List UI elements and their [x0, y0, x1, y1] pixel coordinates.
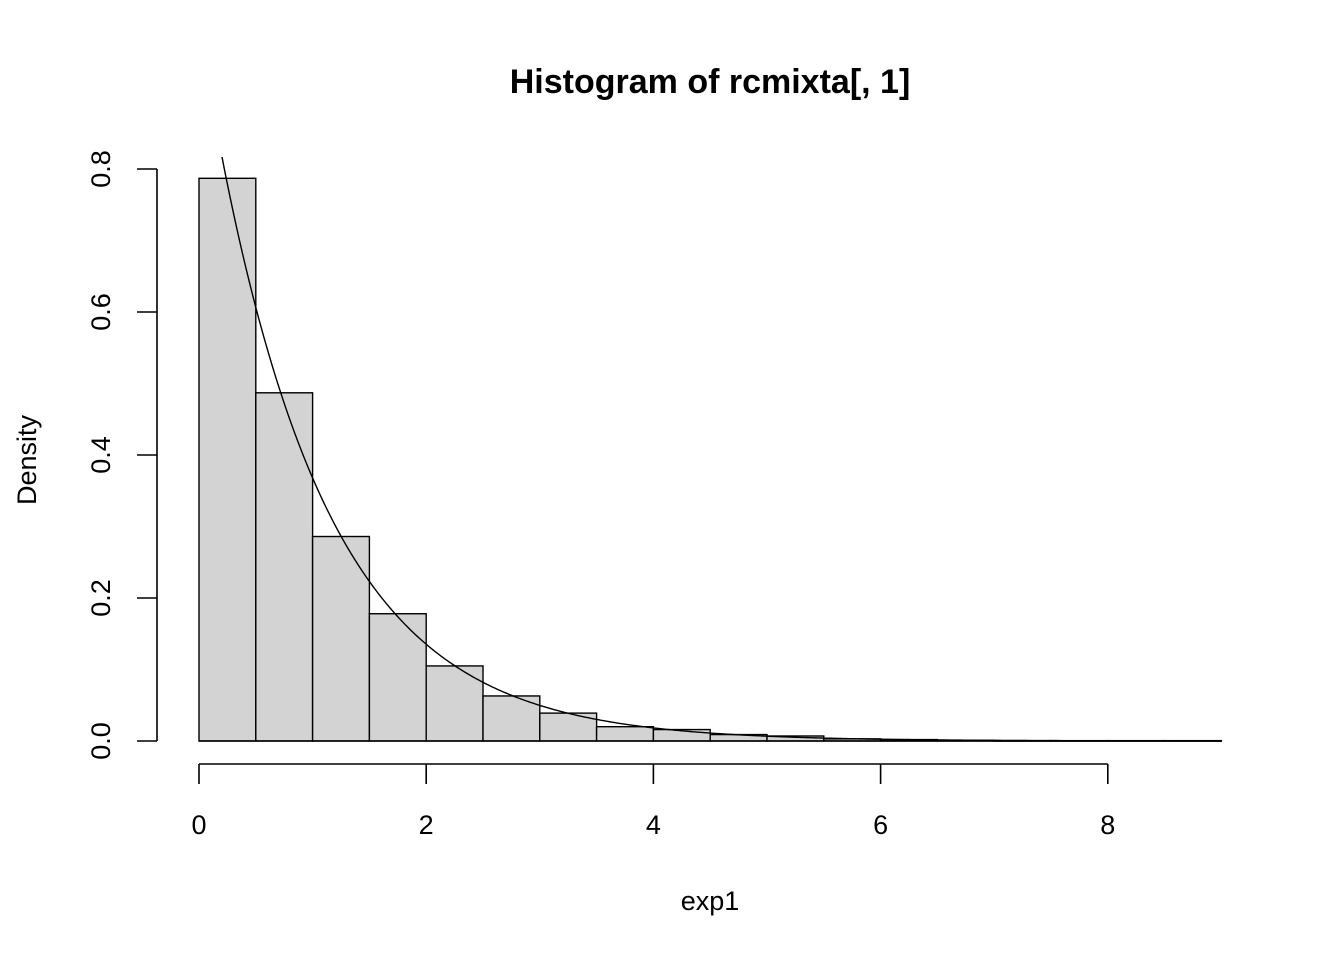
- histogram-bar: [368, 613, 427, 742]
- y-tick-label: 0.2: [86, 579, 116, 617]
- x-tick-label: 4: [646, 810, 661, 840]
- histogram-bars: [198, 177, 1223, 742]
- x-tick-label: 2: [419, 810, 434, 840]
- density-curve: [221, 157, 1222, 742]
- density-curve-group: [221, 157, 1222, 742]
- histogram-bar: [425, 665, 484, 742]
- y-tick-label: 0.6: [86, 293, 116, 331]
- x-axis-label: exp1: [681, 886, 740, 916]
- x-tick-label: 8: [1100, 810, 1115, 840]
- histogram-bar: [255, 392, 314, 742]
- chart-title: Histogram of rcmixta[, 1]: [510, 63, 911, 101]
- y-tick-label: 0.8: [86, 150, 116, 188]
- y-axis: 0.0 0.2 0.4 0.6 0.8: [86, 150, 158, 760]
- y-tick-label: 0.0: [86, 722, 116, 760]
- x-tick-label: 6: [873, 810, 888, 840]
- y-tick-label: 0.4: [86, 436, 116, 474]
- x-tick-label: 0: [191, 810, 206, 840]
- histogram-bar: [482, 695, 541, 742]
- x-axis: 0 2 4 6 8: [191, 763, 1115, 840]
- histogram-bar: [198, 177, 257, 742]
- histogram-bar: [311, 535, 371, 742]
- histogram-bar: [595, 726, 655, 742]
- y-axis-label: Density: [12, 414, 42, 505]
